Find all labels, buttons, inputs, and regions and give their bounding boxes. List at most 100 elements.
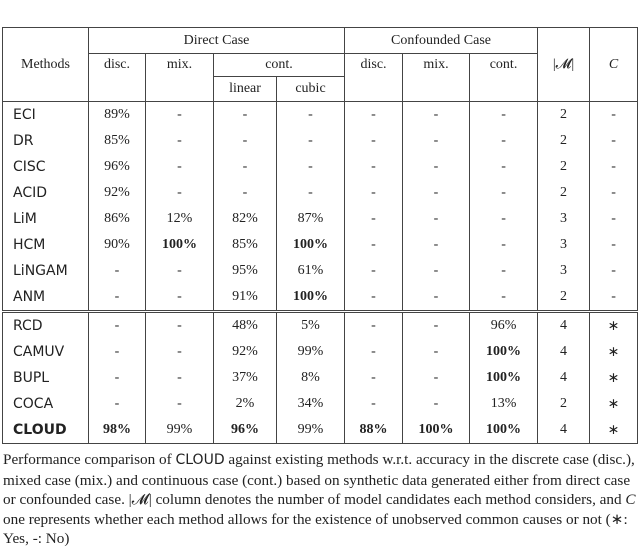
table-cell: - bbox=[145, 101, 214, 128]
caption-text: one represents whether each method allow… bbox=[3, 510, 628, 548]
method-name: LiNGAM bbox=[2, 258, 89, 284]
table-cell: - bbox=[589, 101, 639, 128]
table-cell: - bbox=[145, 180, 214, 206]
table-cell: ∗ bbox=[589, 417, 639, 444]
method-name: CLOUD bbox=[2, 417, 89, 444]
header-methods: Methods bbox=[2, 27, 89, 102]
table-cell: - bbox=[88, 258, 146, 284]
table-cell: 2 bbox=[537, 391, 591, 417]
table-row: COCA - -2% 34% - -13% 2 ∗ bbox=[2, 391, 639, 417]
table-cell: 85% bbox=[88, 128, 146, 154]
table-cell: 100% bbox=[402, 417, 471, 444]
table-cell: 48% bbox=[213, 310, 277, 339]
table-cell: 4 bbox=[537, 417, 591, 444]
table-cell: - bbox=[145, 310, 214, 339]
table-cell: 4 bbox=[537, 339, 591, 365]
table-cell: - bbox=[344, 284, 404, 312]
table-row: ACID 92% - - - - - -2- bbox=[2, 180, 639, 206]
table-cell: 99% bbox=[275, 417, 346, 444]
method-name: CISC bbox=[2, 154, 89, 180]
table-cell: 2 bbox=[537, 284, 591, 312]
table-cell: - bbox=[469, 232, 539, 258]
header-model-count: |𝓜| bbox=[537, 27, 591, 102]
table-cell: - bbox=[88, 391, 146, 417]
header-confounded-mix: mix. bbox=[402, 53, 471, 102]
table-cell: 2 bbox=[537, 101, 591, 128]
table-cell: - bbox=[145, 284, 214, 312]
table-cell: 8% bbox=[275, 365, 346, 391]
table-row: LiNGAM - -95% 61% - - -3- bbox=[2, 258, 639, 284]
table-cell: 100% bbox=[275, 232, 346, 258]
table-cell: - bbox=[402, 128, 471, 154]
table-cell: 95% bbox=[213, 258, 277, 284]
results-table: Methods Direct Case Confounded Case |𝓜| … bbox=[2, 27, 639, 444]
table-cell: 2% bbox=[213, 391, 277, 417]
table-cell: - bbox=[145, 339, 214, 365]
header-confounded-case: Confounded Case bbox=[344, 27, 539, 54]
table-cell: - bbox=[275, 128, 346, 154]
table-cell: - bbox=[88, 310, 146, 339]
table-cell: 96% bbox=[88, 154, 146, 180]
table-cell: - bbox=[344, 232, 404, 258]
table-cell: 100% bbox=[469, 339, 539, 365]
table-row: DR 85% - - - - - -2- bbox=[2, 128, 639, 154]
table-cell: - bbox=[344, 310, 404, 339]
header-direct-case: Direct Case bbox=[87, 27, 346, 54]
table-cell: ∗ bbox=[589, 310, 639, 339]
table-cell: 61% bbox=[275, 258, 346, 284]
header-direct-disc: disc. bbox=[88, 53, 146, 102]
table-cell: - bbox=[145, 391, 214, 417]
header-confounded-cont: cont. bbox=[469, 53, 539, 102]
table-cell: - bbox=[402, 365, 471, 391]
table-cell: - bbox=[213, 154, 277, 180]
table-cell: - bbox=[589, 128, 639, 154]
table-cell: - bbox=[469, 128, 539, 154]
table-cell: - bbox=[402, 284, 471, 312]
table-cell: - bbox=[402, 310, 471, 339]
table-cell: - bbox=[402, 391, 471, 417]
table-row: ECI 89% - - - - - -2- bbox=[2, 101, 639, 128]
table-cell: 85% bbox=[213, 232, 277, 258]
table-cell: 100% bbox=[145, 232, 214, 258]
table-cell: 4 bbox=[537, 310, 591, 339]
table-cell: - bbox=[344, 365, 404, 391]
header-direct-mix: mix. bbox=[145, 53, 214, 102]
table-cell: - bbox=[402, 180, 471, 206]
table-cell: - bbox=[213, 101, 277, 128]
table-cell: 96% bbox=[469, 310, 539, 339]
table-cell: - bbox=[88, 365, 146, 391]
table-row: RCD - -48% 5% - -96% 4 ∗ bbox=[2, 310, 639, 339]
table-cell: 4 bbox=[537, 365, 591, 391]
table-cell: 2 bbox=[537, 180, 591, 206]
table-cell: - bbox=[275, 154, 346, 180]
table-cell: 92% bbox=[88, 180, 146, 206]
table-cell: - bbox=[402, 154, 471, 180]
table-cell: 2 bbox=[537, 128, 591, 154]
table-cell: ∗ bbox=[589, 365, 639, 391]
table-cell: - bbox=[589, 258, 639, 284]
table-row: ANM - -91% 100% - - -2- bbox=[2, 284, 639, 312]
table-cell: 91% bbox=[213, 284, 277, 312]
header-confounded-disc: disc. bbox=[344, 53, 404, 102]
header-direct-cont: cont. bbox=[212, 53, 346, 77]
table-row: BUPL - -37% 8% - -100% 4 ∗ bbox=[2, 365, 639, 391]
table-cell: - bbox=[402, 232, 471, 258]
table-cell: - bbox=[145, 258, 214, 284]
header-cubic: cubic bbox=[275, 76, 346, 102]
method-name: COCA bbox=[2, 391, 89, 417]
caption-text: Performance comparison of bbox=[3, 451, 176, 468]
table-cell: - bbox=[344, 101, 404, 128]
table-cell: 88% bbox=[344, 417, 404, 444]
table-row: HCM 90% 100% 85% 100% - - -3- bbox=[2, 232, 639, 258]
table-cell: - bbox=[344, 339, 404, 365]
table-cell: 5% bbox=[275, 310, 346, 339]
table-cell: 92% bbox=[213, 339, 277, 365]
table-cell: 34% bbox=[275, 391, 346, 417]
table-cell: - bbox=[275, 180, 346, 206]
table-cell: 13% bbox=[469, 391, 539, 417]
table-cell: 86% bbox=[88, 206, 146, 232]
table-cell: - bbox=[589, 154, 639, 180]
method-name: BUPL bbox=[2, 365, 89, 391]
caption-m: |𝓜| bbox=[128, 491, 152, 509]
table-cell: ∗ bbox=[589, 339, 639, 365]
